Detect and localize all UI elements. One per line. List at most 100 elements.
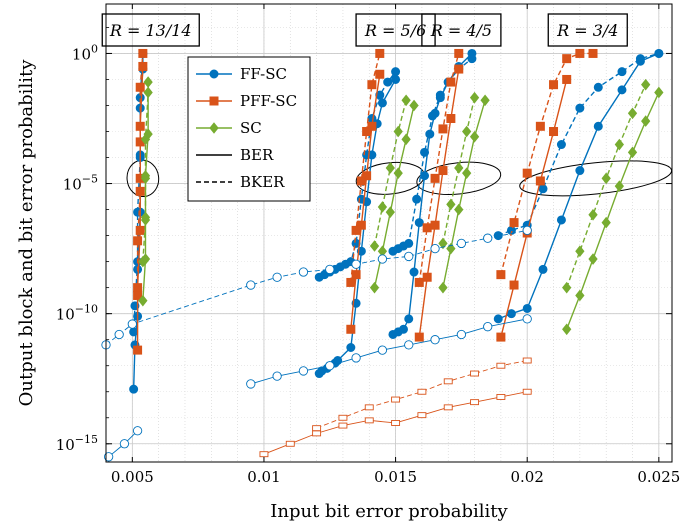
diamond-marker <box>562 281 572 294</box>
diamond-marker <box>393 167 403 179</box>
square-marker <box>375 48 385 58</box>
legend-entry: FF-SC <box>196 65 287 83</box>
square-marker <box>346 277 356 287</box>
ticks: 0.005 0.01 0.015 0.02 0.025 100 10−5 10−10 10−15 <box>56 4 680 486</box>
square-marker <box>135 225 145 235</box>
circle-marker <box>556 215 566 225</box>
series-sc-ber <box>562 86 664 336</box>
plot-frame <box>105 3 673 463</box>
legend: FF-SC PFF-SC SC BER BKER <box>187 56 311 202</box>
series-pff-sc-ber <box>496 74 572 342</box>
square-marker <box>356 176 366 186</box>
series-line <box>350 53 381 283</box>
square-marker <box>454 48 464 58</box>
series-line <box>442 97 476 244</box>
circle-marker <box>556 140 566 150</box>
diamond-marker <box>401 133 411 146</box>
series-ff-sc-berestimate <box>103 426 143 462</box>
open-circle-marker <box>522 225 532 236</box>
x-tick-label: 0.015 <box>374 468 417 486</box>
rate-label-box <box>547 13 628 47</box>
open-circle-marker <box>377 254 388 264</box>
series <box>101 48 664 462</box>
square-marker <box>509 280 519 290</box>
circle-marker <box>575 166 585 176</box>
legend-box <box>187 56 311 202</box>
square-marker <box>562 74 572 84</box>
open-circle-marker <box>103 452 114 462</box>
square-marker <box>454 64 464 74</box>
diamond-marker <box>401 94 411 107</box>
series-pff-sc-bker <box>414 48 464 287</box>
diamond-marker <box>575 289 585 302</box>
legend-label: FF-SC <box>240 65 287 83</box>
diamond-marker <box>438 281 448 294</box>
diamond-marker <box>438 237 448 250</box>
open-square-marker <box>364 404 374 411</box>
open-square-marker <box>338 422 348 429</box>
diamond-marker <box>377 201 388 213</box>
series-pff-sc-bkerestimate <box>312 357 532 432</box>
square-marker <box>135 82 145 92</box>
series-pff-sc-bker <box>496 48 598 280</box>
series-sc-bker <box>562 78 651 294</box>
series-pff-sc-bker <box>133 48 148 300</box>
circle-marker <box>398 324 408 334</box>
open-circle-marker <box>404 340 414 350</box>
diamond-marker <box>575 245 585 258</box>
circle-marker <box>575 103 585 113</box>
open-square-marker <box>312 425 322 432</box>
open-circle-marker <box>430 243 440 254</box>
open-circle-marker <box>456 329 467 340</box>
square-marker <box>133 236 143 246</box>
square-marker <box>209 96 219 106</box>
square-marker <box>509 218 519 228</box>
rate-ellipse <box>416 161 502 195</box>
diamond-marker <box>446 198 456 211</box>
circle-marker <box>538 184 548 194</box>
y-tick-label: 10−10 <box>56 303 98 324</box>
series-line <box>442 100 486 288</box>
legend-entry: SC <box>196 119 262 137</box>
square-marker <box>367 80 377 90</box>
square-marker <box>138 48 148 58</box>
circle-marker <box>635 54 645 64</box>
series-line <box>500 79 568 338</box>
diamond-marker <box>454 203 464 216</box>
square-marker <box>446 77 456 87</box>
open-circle-marker <box>132 426 143 436</box>
rate-label-box <box>101 13 200 47</box>
circle-marker <box>404 238 414 248</box>
square-marker <box>549 80 559 90</box>
series-line <box>497 52 660 320</box>
open-circle-marker <box>404 251 414 262</box>
diamond-marker <box>393 125 403 138</box>
open-circle-marker <box>351 353 361 363</box>
circle-marker <box>409 267 419 277</box>
series-line <box>500 52 594 275</box>
square-marker <box>430 173 440 183</box>
x-tick-label: 0.005 <box>111 468 154 486</box>
square-marker <box>588 48 598 58</box>
circle-marker <box>420 171 430 181</box>
series-sc-bker <box>369 94 411 252</box>
open-square-marker <box>522 357 532 364</box>
square-marker <box>356 220 366 230</box>
circle-marker <box>391 74 401 84</box>
diamond-marker <box>627 146 638 159</box>
diamond-marker <box>140 214 151 226</box>
circle-marker <box>617 67 627 77</box>
circle-marker <box>506 309 516 319</box>
legend-entry: BKER <box>196 173 285 191</box>
square-marker <box>362 171 372 181</box>
rate-label-text: R = 5/6 <box>364 21 426 40</box>
circle-marker <box>346 343 356 352</box>
diamond-marker <box>454 162 464 174</box>
circle-marker <box>593 82 603 92</box>
diamond-marker <box>627 107 638 120</box>
diamond-marker <box>562 323 572 336</box>
circle-marker <box>383 77 393 87</box>
rate-label: R = 4/5 <box>421 13 502 47</box>
rate-label-box <box>355 13 436 47</box>
